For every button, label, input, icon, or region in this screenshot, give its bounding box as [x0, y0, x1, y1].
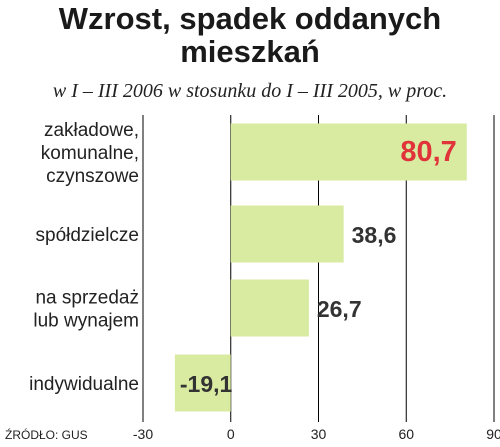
category-label-1: spółdzielcze	[36, 225, 140, 246]
tick-label-2: 30	[311, 426, 327, 442]
tick-label-1: 0	[227, 426, 235, 442]
chart-title: Wzrost, spadek oddanych mieszkań	[58, 1, 442, 69]
bar-0	[230, 123, 467, 181]
tick-label-3: 60	[398, 426, 414, 442]
category-label-0-line-0: zakładowe,	[44, 120, 139, 141]
source-note: ŹRÓDŁO: GUS	[5, 428, 88, 442]
value-label-2: 26,7	[317, 296, 362, 322]
tick-label-0: -30	[133, 426, 153, 442]
bar-1	[230, 205, 344, 263]
tick-label-4: 90	[486, 426, 500, 442]
category-label-0-line-2: czynszowe	[46, 166, 139, 187]
value-label-1: 38,6	[352, 222, 397, 248]
chart-subtitle: w I – III 2006 w stosunku do I – III 200…	[52, 80, 448, 102]
bar-3	[174, 354, 231, 412]
value-label-3: -19,1	[180, 371, 233, 397]
value-label-0: 80,7	[400, 136, 456, 168]
bar-2	[230, 279, 309, 337]
category-label-0-line-1: komunalne,	[41, 143, 139, 164]
category-label-2-line-1: lub wynajem	[33, 311, 139, 332]
category-label-3: indywidualne	[29, 374, 139, 395]
category-label-2-line-0: na sprzedaż	[35, 288, 139, 309]
